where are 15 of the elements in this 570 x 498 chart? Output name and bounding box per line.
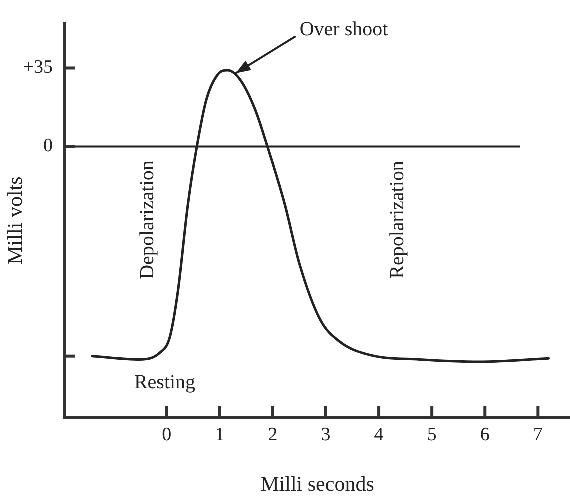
x-tick-label: 2 bbox=[268, 424, 278, 446]
x-tick-label: 4 bbox=[374, 424, 384, 446]
x-axis-title: Milli seconds bbox=[260, 472, 374, 496]
x-tick-label: 0 bbox=[162, 424, 172, 446]
x-tick-label: 1 bbox=[215, 424, 225, 446]
x-tick-label: 5 bbox=[427, 424, 437, 446]
x-tick-label: 3 bbox=[321, 424, 331, 446]
annotation: Repolarization bbox=[386, 161, 408, 279]
y-axis-title: Milli volts bbox=[3, 176, 28, 265]
x-tick-label: 6 bbox=[480, 424, 490, 446]
x-tick-label: 7 bbox=[533, 424, 543, 446]
annotation: Resting bbox=[134, 371, 196, 394]
annotation: Over shoot bbox=[300, 18, 389, 41]
y-tick-label: +35 bbox=[23, 57, 53, 78]
annotation: Depolarization bbox=[136, 160, 158, 280]
